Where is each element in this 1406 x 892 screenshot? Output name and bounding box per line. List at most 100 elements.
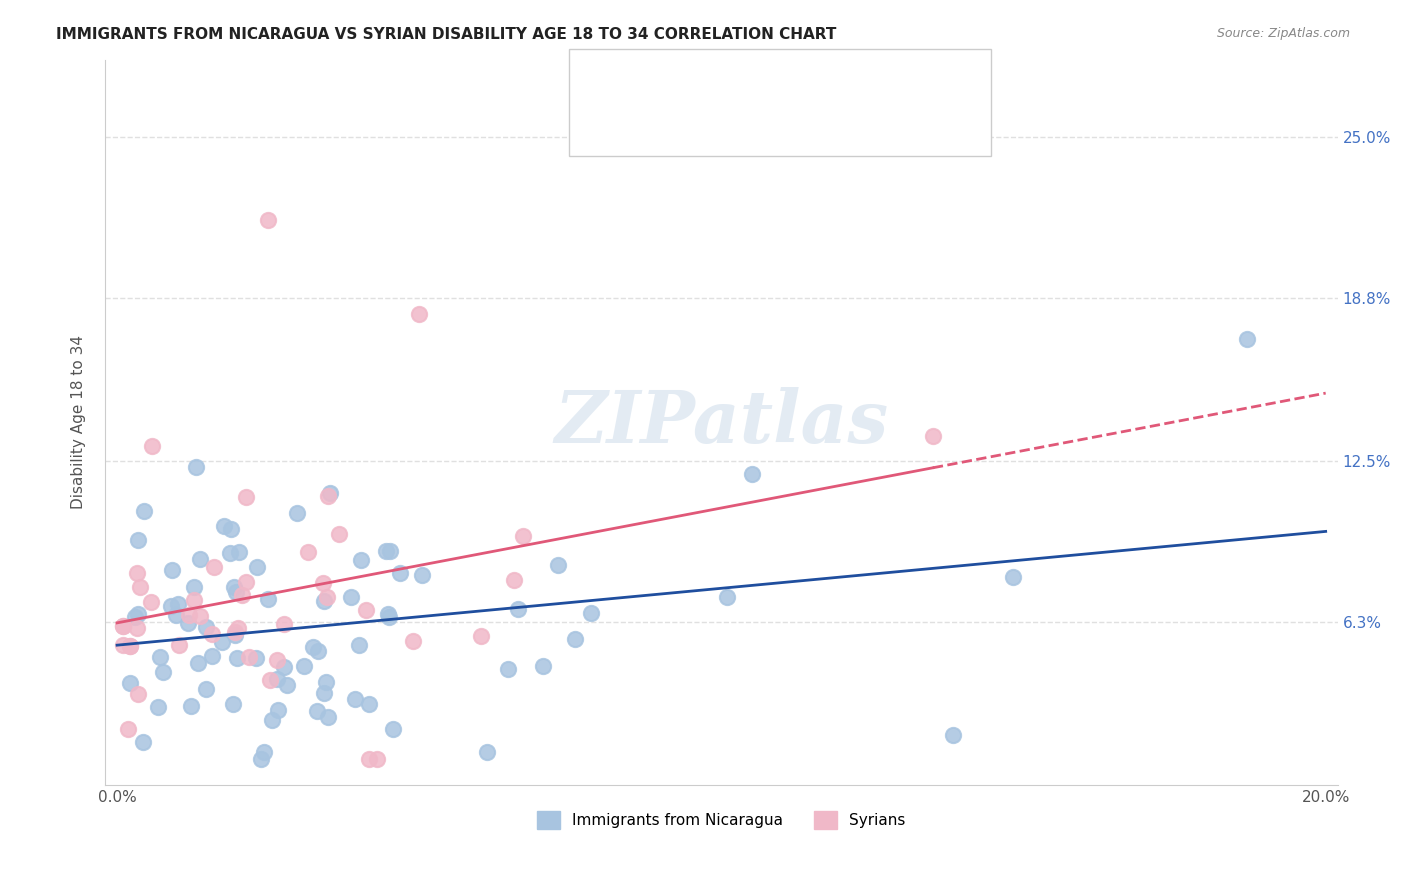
- Point: [496, 662, 519, 676]
- Point: [224, 580, 246, 594]
- Point: [531, 658, 554, 673]
- Point: [141, 439, 163, 453]
- Point: [187, 656, 209, 670]
- Point: [506, 601, 529, 615]
- Point: [165, 608, 187, 623]
- Point: [246, 559, 269, 574]
- Point: [266, 703, 288, 717]
- Point: [741, 467, 763, 482]
- Point: [477, 745, 499, 759]
- Point: [195, 681, 218, 696]
- Point: [402, 634, 425, 648]
- Point: [1236, 333, 1258, 347]
- Point: [160, 563, 183, 577]
- Point: [547, 558, 569, 572]
- Point: [167, 597, 190, 611]
- Point: [470, 629, 492, 643]
- Point: [222, 698, 245, 712]
- Point: [152, 665, 174, 680]
- Point: [257, 213, 280, 227]
- Text: R = 0.126   N = 76: R = 0.126 N = 76: [633, 76, 778, 91]
- Point: [411, 567, 433, 582]
- Point: [356, 603, 378, 617]
- Point: [167, 639, 190, 653]
- Point: [201, 649, 224, 664]
- Point: [231, 588, 253, 602]
- Point: [262, 713, 284, 727]
- Point: [389, 566, 412, 580]
- Point: [378, 544, 401, 558]
- Point: [316, 710, 339, 724]
- Point: [160, 599, 183, 613]
- Point: [350, 552, 373, 566]
- Point: [253, 746, 276, 760]
- Point: [942, 728, 965, 742]
- Point: [273, 659, 295, 673]
- Point: [922, 429, 945, 443]
- Point: [183, 593, 205, 607]
- Point: [139, 594, 162, 608]
- Point: [146, 700, 169, 714]
- Point: [374, 543, 396, 558]
- Point: [276, 677, 298, 691]
- Point: [190, 608, 212, 623]
- Point: [228, 545, 250, 559]
- Point: [1002, 570, 1025, 584]
- Point: [202, 560, 225, 574]
- Point: [250, 752, 273, 766]
- Point: [307, 644, 329, 658]
- Point: [314, 686, 336, 700]
- Point: [149, 650, 172, 665]
- Point: [177, 615, 200, 630]
- Point: [315, 675, 337, 690]
- Point: [188, 551, 211, 566]
- Point: [257, 592, 280, 607]
- Point: [266, 672, 288, 686]
- Point: [382, 723, 405, 737]
- Point: [125, 621, 148, 635]
- Point: [301, 640, 323, 655]
- Point: [285, 506, 308, 520]
- Text: R = 0.137   N = 42: R = 0.137 N = 42: [633, 112, 778, 127]
- Point: [347, 638, 370, 652]
- Point: [512, 529, 534, 543]
- Text: IMMIGRANTS FROM NICARAGUA VS SYRIAN DISABILITY AGE 18 TO 34 CORRELATION CHART: IMMIGRANTS FROM NICARAGUA VS SYRIAN DISA…: [56, 27, 837, 42]
- Point: [134, 504, 156, 518]
- Point: [225, 584, 247, 599]
- Point: [183, 580, 205, 594]
- Text: Source: ZipAtlas.com: Source: ZipAtlas.com: [1216, 27, 1350, 40]
- Point: [292, 659, 315, 673]
- Point: [201, 626, 224, 640]
- Point: [112, 618, 135, 632]
- Point: [186, 459, 208, 474]
- Point: [177, 607, 200, 622]
- Point: [328, 527, 350, 541]
- Point: [214, 519, 236, 533]
- Point: [128, 580, 150, 594]
- Legend: Immigrants from Nicaragua, Syrians: Immigrants from Nicaragua, Syrians: [531, 805, 911, 836]
- Point: [312, 576, 335, 591]
- Point: [245, 651, 267, 665]
- Point: [180, 698, 202, 713]
- Point: [118, 639, 141, 653]
- Point: [378, 610, 401, 624]
- Point: [366, 752, 388, 766]
- Point: [124, 610, 146, 624]
- Point: [266, 653, 288, 667]
- Point: [226, 650, 249, 665]
- Point: [316, 489, 339, 503]
- Point: [219, 546, 242, 560]
- Point: [359, 698, 381, 712]
- Point: [226, 621, 249, 635]
- Point: [132, 735, 155, 749]
- Point: [224, 628, 246, 642]
- Point: [273, 616, 295, 631]
- Point: [316, 591, 339, 605]
- Y-axis label: Disability Age 18 to 34: Disability Age 18 to 34: [72, 335, 86, 509]
- Point: [297, 545, 319, 559]
- Text: ZIPatlas: ZIPatlas: [554, 387, 889, 458]
- Point: [112, 619, 135, 633]
- Point: [312, 594, 335, 608]
- Point: [377, 607, 399, 621]
- Point: [238, 649, 260, 664]
